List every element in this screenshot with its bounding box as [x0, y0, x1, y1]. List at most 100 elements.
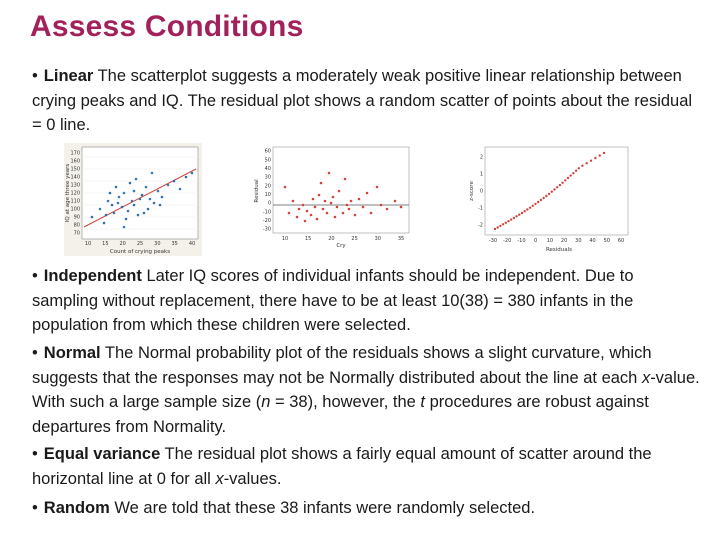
scatter-point: [116, 201, 120, 205]
x-tick-label: -20: [503, 238, 511, 244]
residual-point: [335, 205, 339, 209]
bullet-icon: •: [32, 499, 38, 517]
scatter-point: [117, 195, 121, 199]
residual-point: [305, 209, 309, 213]
normal-point: [550, 190, 553, 193]
x-tick-label: 15: [305, 236, 311, 242]
scatter-point: [140, 193, 144, 197]
residual-point: [385, 207, 389, 211]
residual-plot-figure: 60 50 40 30 20 10 0 -10 -20 -30 10 15 20 25 30 35 Cry …: [251, 143, 413, 250]
normal-point: [526, 208, 529, 211]
normal-point: [598, 154, 601, 157]
y-tick-label: -2: [478, 223, 483, 229]
normal-point: [553, 188, 556, 191]
scatter-point: [90, 215, 94, 219]
residual-point: [393, 199, 397, 203]
x-tick-label: 30: [154, 241, 160, 247]
paragraph-heading: Linear: [43, 67, 94, 85]
x-tick-label: 60: [618, 238, 624, 244]
residual-point: [297, 207, 301, 211]
paragraph-heading: Normal: [43, 344, 101, 362]
normal-point: [493, 227, 497, 231]
normal-point: [558, 183, 562, 187]
scatter-point: [102, 221, 106, 225]
paragraph-text: The scatterplot suggests a moderately we…: [32, 67, 693, 134]
y-tick-label: 80: [74, 223, 80, 229]
scatter-point: [132, 189, 136, 193]
x-tick-label: 10: [547, 238, 553, 244]
y-tick-label: 100: [70, 207, 80, 213]
residual-point: [329, 201, 333, 205]
x-tick-label: 30: [375, 236, 381, 242]
scatter-point: [122, 225, 126, 229]
paragraph-random: • Random We are told that these 38 infant…: [32, 496, 702, 521]
scatter-point: [98, 207, 102, 211]
residual-point: [361, 205, 365, 209]
x-tick-label: 30: [575, 238, 581, 244]
residual-point: [345, 203, 349, 207]
residual-points: [283, 171, 403, 223]
residual-point: [399, 205, 403, 209]
normal-point: [566, 176, 570, 180]
scatter-point: [152, 201, 156, 205]
residual-point: [357, 197, 361, 201]
normal-point: [504, 221, 507, 224]
residual-point: [331, 195, 335, 199]
y-tick-label: -1: [478, 206, 483, 212]
scatter-point: [158, 203, 162, 207]
residual-point: [309, 213, 313, 217]
y-tick-label: 0: [268, 201, 271, 207]
y-tick-label: 130: [70, 183, 80, 189]
scatter-point: [110, 203, 114, 207]
scatter-point: [160, 195, 164, 199]
paragraph-heading: Equal variance: [43, 445, 161, 463]
residual-point: [347, 207, 351, 211]
x-tick-label: -30: [489, 238, 497, 244]
normal-point: [507, 220, 510, 223]
residual-point: [337, 189, 341, 193]
residual-point: [291, 199, 295, 203]
x-axis-label: Count of crying peaks: [110, 249, 170, 255]
normal-point: [589, 159, 593, 162]
paragraph-independent: • Independent Later IQ scores of individu…: [32, 264, 702, 338]
bullet-icon: •: [32, 445, 38, 463]
normal-point: [520, 211, 524, 215]
residual-point: [317, 193, 321, 197]
y-axis-label: Residual: [254, 179, 260, 203]
residual-point: [323, 199, 327, 203]
normal-point: [581, 164, 584, 167]
y-tick-label: -10: [263, 209, 271, 215]
paragraph-linear: • Linear The scatterplot suggests a moder…: [32, 64, 702, 138]
y-axis-label: z-score: [469, 181, 475, 201]
scatter-point: [128, 181, 132, 185]
residual-point: [353, 213, 357, 217]
y-tick-label: 50: [265, 157, 271, 163]
normal-point: [569, 174, 572, 177]
residual-point: [379, 203, 383, 207]
normal-point: [539, 198, 543, 202]
scatter-point: [126, 209, 130, 213]
y-tick-label: 170: [70, 151, 80, 157]
bullet-icon: •: [32, 344, 38, 362]
scatter-point: [114, 185, 118, 189]
normal-point: [545, 194, 548, 198]
scatter-point: [150, 171, 154, 175]
normal-point: [561, 181, 564, 184]
x-axis-label: Cry: [336, 243, 346, 249]
y-tick-label: 2: [480, 155, 483, 161]
paragraph-equal-variance: • Equal variance The residual plot shows …: [32, 445, 652, 488]
scatter-point: [130, 199, 134, 203]
y-tick-label: -30: [263, 227, 271, 233]
scatter-point: [122, 191, 126, 195]
residual-point: [349, 199, 353, 203]
x-tick-label: 0: [534, 238, 537, 244]
x-tick-label: 15: [102, 241, 108, 247]
y-axis-label: IQ at age three years: [65, 164, 71, 223]
y-tick-label: 60: [265, 149, 271, 155]
x-tick-label: 10: [85, 241, 91, 247]
normal-point: [512, 216, 516, 220]
x-tick-label: -10: [517, 238, 525, 244]
bullet-icon: •: [32, 267, 38, 285]
scatter-point: [138, 197, 142, 201]
x-axis-label: Residuals: [546, 247, 572, 253]
